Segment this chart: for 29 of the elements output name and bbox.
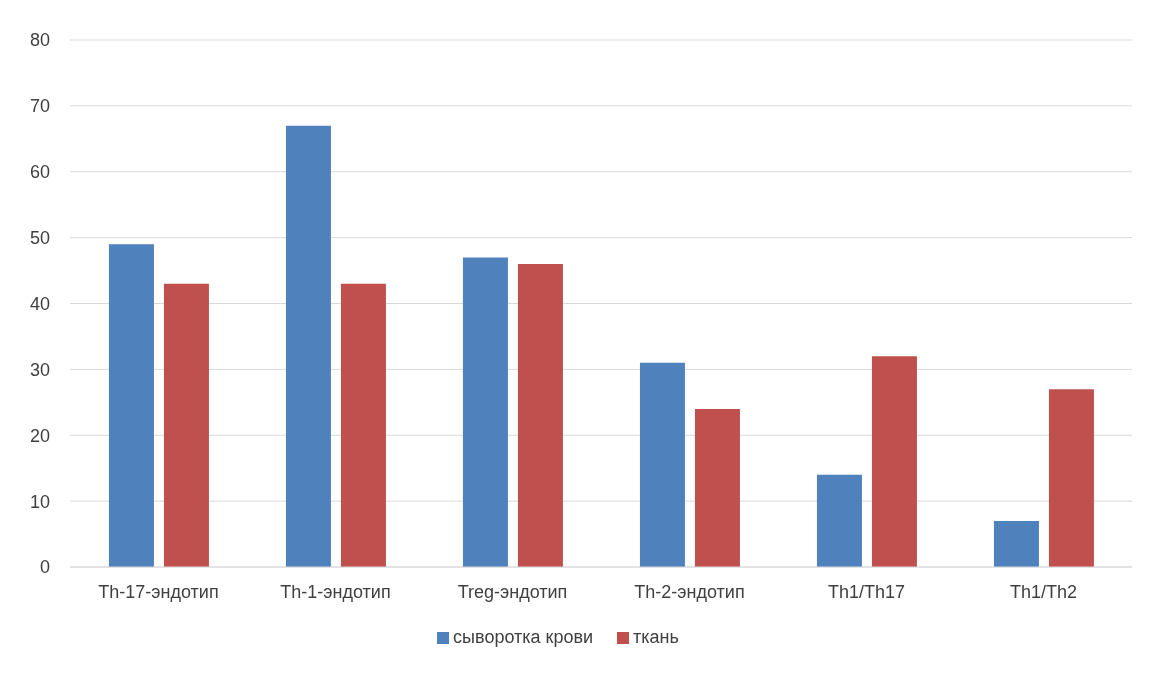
y-tick-label: 30 (29, 359, 50, 380)
y-tick-label: 60 (29, 162, 50, 183)
y-tick-label: 70 (29, 96, 50, 117)
bar (1048, 389, 1094, 567)
x-tick-label: Th-1-эндотип (280, 581, 391, 602)
bar (993, 520, 1039, 567)
bar (639, 362, 685, 567)
bar (340, 283, 386, 567)
bar (462, 257, 508, 567)
bar (694, 408, 740, 567)
bar (108, 244, 154, 567)
x-tick-label: Th1/Th2 (1009, 581, 1078, 602)
bar (285, 125, 331, 567)
legend-label: ткань (633, 627, 679, 647)
x-tick-label: Treg-эндотип (457, 581, 568, 602)
y-tick-label: 50 (29, 228, 50, 249)
bar (517, 263, 563, 567)
bar (871, 356, 917, 567)
x-tick-label: Th-17-эндотип (98, 581, 219, 602)
y-tick-label: 40 (29, 293, 50, 314)
y-tick-label: 10 (29, 491, 50, 512)
legend-label: сыворотка крови (453, 627, 594, 647)
bar (816, 474, 862, 567)
bar (163, 283, 209, 567)
y-tick-label: 80 (29, 30, 50, 51)
y-tick-label: 20 (29, 425, 50, 446)
x-tick-label: Th1/Th17 (827, 581, 906, 602)
y-tick-label: 0 (39, 557, 50, 578)
x-tick-label: Th-2-эндотип (634, 581, 745, 602)
